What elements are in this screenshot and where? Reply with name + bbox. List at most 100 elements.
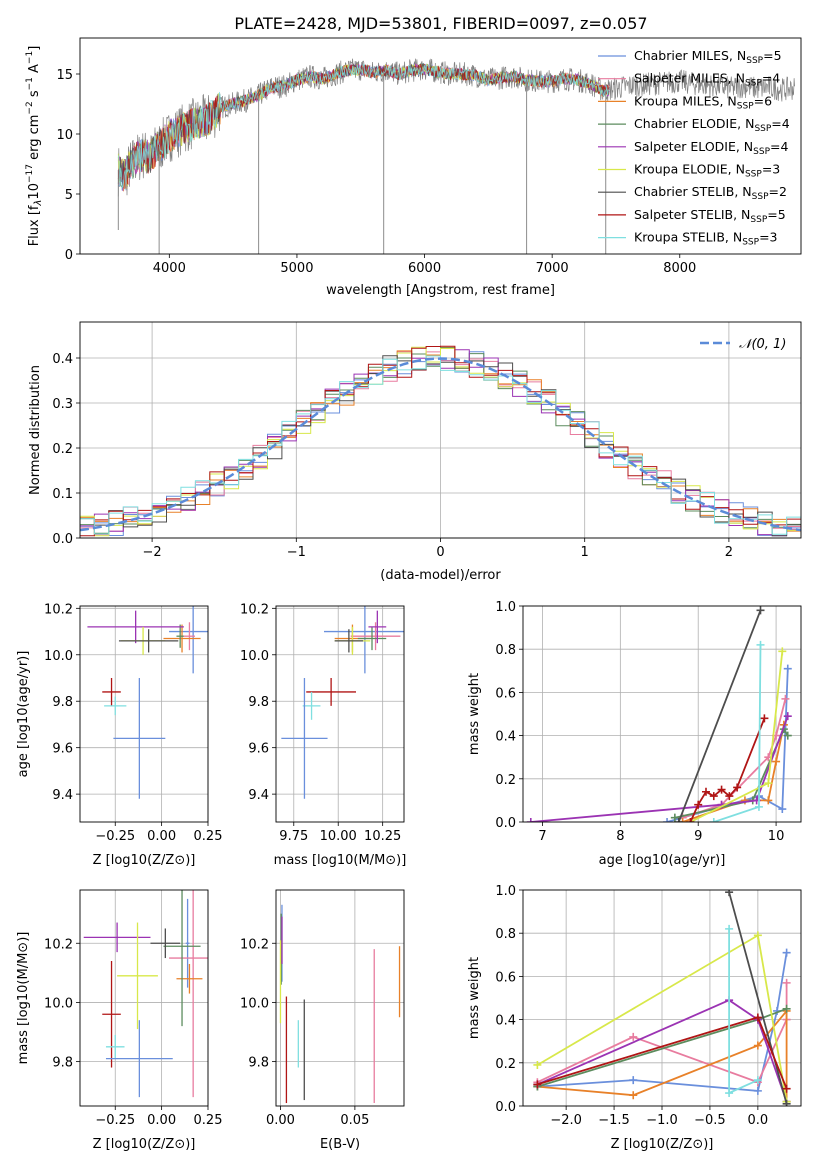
mass-vs-ebv-panel: 0.00 0.05 9.8 10.0 10.2 E(B-V)	[240, 889, 405, 1152]
legend-count: =5	[767, 207, 785, 222]
weight-marker	[756, 606, 765, 615]
residual-histogram	[80, 355, 801, 536]
residuals-panel: −2 −1 0 1 2 0.0 0.1 0.2 0.3 0.4 (data-model)/error…	[28, 321, 802, 583]
legend-sub: SSP	[753, 147, 770, 157]
y-axis-label: mass weight	[467, 957, 482, 1039]
weight-marker	[782, 1004, 791, 1013]
x-tick-label: 0.25	[194, 1113, 223, 1128]
y-tick-label: 9.8	[52, 695, 73, 710]
y-axis-label: mass [log10(M/M⊙)]	[16, 932, 31, 1065]
legend-sub: SSP	[742, 238, 759, 248]
weight-marker	[629, 1091, 638, 1100]
x-tick-label: −2	[143, 545, 162, 560]
y-tick-label: 9.4	[248, 788, 269, 803]
legend-count: =6	[754, 93, 772, 108]
weight-line	[674, 727, 789, 819]
y-tick-label: 1.0	[495, 884, 516, 899]
weight-lines	[526, 606, 792, 822]
x-tick-label: 6000	[408, 261, 441, 276]
y-tick-label: 0.0	[52, 532, 73, 547]
y-tick-label: 0.2	[495, 773, 516, 788]
x-tick-label: 9	[694, 829, 702, 844]
weight-marker	[778, 647, 787, 656]
weight-marker	[678, 818, 687, 822]
y-tick-label: 10.2	[240, 937, 269, 952]
y-tick-label: 9.8	[248, 695, 269, 710]
y-axis-label: Normed distribution	[28, 365, 43, 495]
weight-marker	[709, 792, 718, 801]
legend-label: 𝒩(0, 1)	[739, 337, 786, 352]
plot-frame	[79, 889, 209, 1107]
weight-marker	[725, 1089, 734, 1098]
legend-sub: SSP	[750, 215, 767, 225]
y-tick-label: 0.4	[495, 1014, 516, 1029]
spectrum-panel: 4000 5000 6000 7000 8000 0 5 10 15 wavelength [An…	[25, 37, 802, 298]
weight-vs-age-panel: 7 8 9 10 0.0 0.2 0.4 0.6 0.8 1.0 age [log10(age/yr…	[467, 600, 802, 868]
x-tick-label: 4000	[153, 261, 186, 276]
y-tick-label: 15	[56, 68, 73, 83]
x-axis-label: E(B-V)	[320, 1137, 360, 1152]
y-tick-label: 0.1	[52, 487, 73, 502]
weight-marker	[740, 796, 749, 805]
x-tick-label: 0.00	[147, 1113, 176, 1128]
x-axis-label: age [log10(age/yr)]	[599, 853, 726, 868]
x-axis-label: Z [log10(Z/Z⊙)]	[611, 1137, 714, 1152]
x-axis-label: Z [log10(Z/Z⊙)]	[93, 1137, 196, 1152]
residual-histogram	[80, 345, 801, 537]
legend-count: =4	[771, 116, 789, 131]
weight-line	[689, 717, 766, 822]
y-tick-label: 0.8	[495, 927, 516, 942]
y-tick-label: 10.0	[44, 996, 73, 1011]
weight-marker	[753, 931, 762, 940]
errorbar-points	[281, 606, 404, 799]
x-tick-label: 0.25	[194, 829, 223, 844]
legend-sub: SSP	[752, 192, 769, 202]
legend-count: =2	[769, 184, 787, 199]
weight-marker	[717, 785, 726, 794]
x-tick-label: −2.0	[550, 1113, 582, 1128]
x-tick-label: −1.5	[598, 1113, 630, 1128]
legend-sub: SSP	[745, 170, 762, 180]
legend-label: Kroupa STELIB, NSSP=3	[634, 230, 778, 248]
y-tick-label: 10.0	[240, 996, 269, 1011]
weight-marker	[782, 1099, 791, 1106]
legend-label: Salpeter STELIB, NSSP=5	[634, 207, 786, 225]
errorbar-points	[87, 606, 208, 799]
weight-line	[677, 609, 762, 822]
weight-marker	[694, 800, 703, 809]
weight-marker	[782, 1084, 791, 1093]
weight-marker	[753, 1076, 762, 1085]
x-tick-label: 9.75	[279, 829, 308, 844]
spectrum-lines	[117, 58, 795, 254]
x-tick-label: 0.00	[147, 829, 176, 844]
x-tick-label: 0.00	[266, 1113, 295, 1128]
weight-lines	[533, 890, 791, 1106]
age-vs-Z-panel: −0.25 0.00 0.25 9.4 9.6 9.8 10.0 10.2 Z [log10(Z…	[16, 602, 223, 868]
weight-marker	[701, 787, 710, 796]
y-tick-label: 9.6	[52, 742, 73, 757]
weight-marker	[764, 779, 773, 788]
gaussian-curve	[80, 357, 801, 532]
weight-marker	[709, 818, 718, 822]
y-tick-label: 0.6	[495, 970, 516, 985]
weight-marker	[783, 664, 792, 673]
plot-frame	[275, 605, 405, 823]
x-tick-label: 0	[436, 545, 444, 560]
y-tick-label: 0.0	[495, 1100, 516, 1115]
weight-line	[728, 891, 788, 1105]
weight-marker	[733, 783, 742, 792]
weight-marker	[533, 1080, 542, 1089]
y-tick-label: 10.2	[240, 602, 269, 617]
plot-frame	[522, 889, 802, 1107]
y-tick-label: 9.6	[248, 742, 269, 757]
spectrum-model-line	[117, 63, 610, 191]
y-tick-label: 10.0	[240, 649, 269, 664]
weight-marker	[782, 978, 791, 987]
weight-marker	[663, 818, 672, 822]
legend-count: =3	[762, 162, 780, 177]
x-tick-label: −1	[287, 545, 306, 560]
x-tick-label: 7000	[536, 261, 569, 276]
x-tick-label: 10	[768, 829, 785, 844]
legend-label: Kroupa ELODIE, NSSP=3	[634, 162, 780, 180]
